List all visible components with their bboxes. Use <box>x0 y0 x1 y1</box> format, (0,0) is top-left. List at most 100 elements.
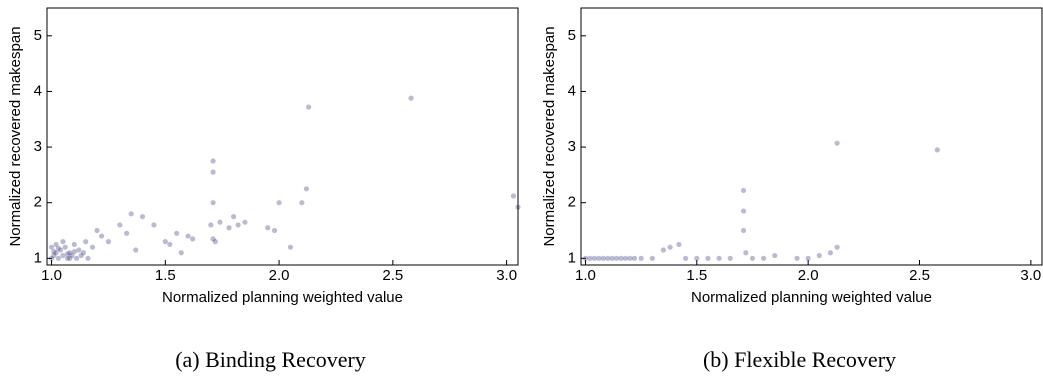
point <box>62 244 68 250</box>
point <box>591 255 597 261</box>
point <box>834 244 840 250</box>
point <box>408 95 414 101</box>
point <box>740 227 747 234</box>
point <box>694 255 700 261</box>
y-axis-label: Normalized recovered makespan <box>7 26 24 246</box>
point <box>631 255 638 261</box>
y-tick-label: 3 <box>568 138 576 155</box>
point <box>53 241 59 248</box>
point <box>67 255 73 261</box>
point <box>133 247 139 253</box>
point <box>212 239 218 245</box>
point <box>510 193 517 199</box>
x-tick-label: 2.0 <box>798 267 819 284</box>
point <box>174 230 180 236</box>
y-axis-label: Normalized recovered makespan <box>541 26 558 246</box>
point <box>210 200 216 206</box>
point <box>609 255 615 261</box>
point <box>638 255 644 261</box>
x-axis-label: Normalized planning weighted value <box>691 289 932 306</box>
point <box>60 252 66 259</box>
x-tick-label: 3.0 <box>1020 267 1041 284</box>
point <box>76 247 82 253</box>
point <box>139 214 146 220</box>
point <box>99 233 105 239</box>
point <box>51 249 57 255</box>
point <box>64 255 71 261</box>
point <box>78 252 84 259</box>
point <box>210 236 216 242</box>
y-tick-label: 1 <box>34 249 42 266</box>
y-tick-label: 5 <box>568 27 576 44</box>
y-tick-label: 1 <box>568 249 576 266</box>
y-tick-label: 2 <box>568 194 576 211</box>
point <box>151 222 157 228</box>
point <box>128 211 134 217</box>
point <box>242 219 248 225</box>
point <box>306 104 312 110</box>
plot-frame <box>580 7 1043 266</box>
point <box>208 222 214 228</box>
point <box>80 250 87 256</box>
y-tick-label: 4 <box>34 82 42 99</box>
y-tick-label: 4 <box>568 82 576 99</box>
x-tick-label: 3.0 <box>496 267 517 284</box>
point <box>71 241 77 248</box>
point <box>582 255 589 261</box>
point <box>716 255 722 261</box>
y-tick-label: 5 <box>34 27 42 44</box>
point <box>834 140 840 146</box>
point <box>178 250 184 256</box>
point <box>265 225 271 231</box>
point <box>660 247 667 253</box>
point <box>676 241 682 248</box>
point <box>89 244 96 250</box>
point <box>69 252 75 259</box>
point <box>614 255 620 261</box>
point <box>55 245 61 251</box>
x-tick-label: 1.5 <box>155 267 176 284</box>
point <box>190 236 196 242</box>
point <box>48 255 55 261</box>
x-tick-label: 1.0 <box>41 267 62 284</box>
point <box>235 222 241 228</box>
point <box>827 250 834 256</box>
point <box>60 239 66 245</box>
x-tick-label: 1.5 <box>686 267 707 284</box>
caption: (a) Binding Recovery <box>175 347 366 372</box>
point <box>53 250 59 256</box>
point <box>805 255 811 261</box>
point <box>230 214 237 220</box>
point <box>287 244 294 250</box>
point <box>83 239 89 245</box>
point <box>934 147 940 153</box>
caption: (b) Flexible Recovery <box>703 347 896 372</box>
point <box>51 252 57 259</box>
point <box>743 250 749 256</box>
point <box>48 244 55 250</box>
point <box>816 252 822 259</box>
point <box>740 208 747 214</box>
point <box>71 249 77 255</box>
point <box>67 250 73 256</box>
point <box>749 255 756 261</box>
point <box>117 222 123 228</box>
point <box>740 187 747 194</box>
point <box>667 244 673 250</box>
x-tick-label: 2.0 <box>269 267 290 284</box>
point <box>618 255 624 261</box>
point <box>794 255 800 261</box>
x-tick-label: 1.0 <box>575 267 596 284</box>
x-axis-label: Normalized planning weighted value <box>162 289 403 306</box>
point <box>162 239 168 245</box>
plot-frame <box>46 7 519 266</box>
point <box>73 255 80 261</box>
point <box>276 200 282 206</box>
point <box>217 219 223 225</box>
x-tick-label: 2.5 <box>909 267 930 284</box>
x-tick-label: 2.5 <box>382 267 403 284</box>
point <box>727 255 733 261</box>
point <box>299 200 305 206</box>
point <box>85 255 91 261</box>
